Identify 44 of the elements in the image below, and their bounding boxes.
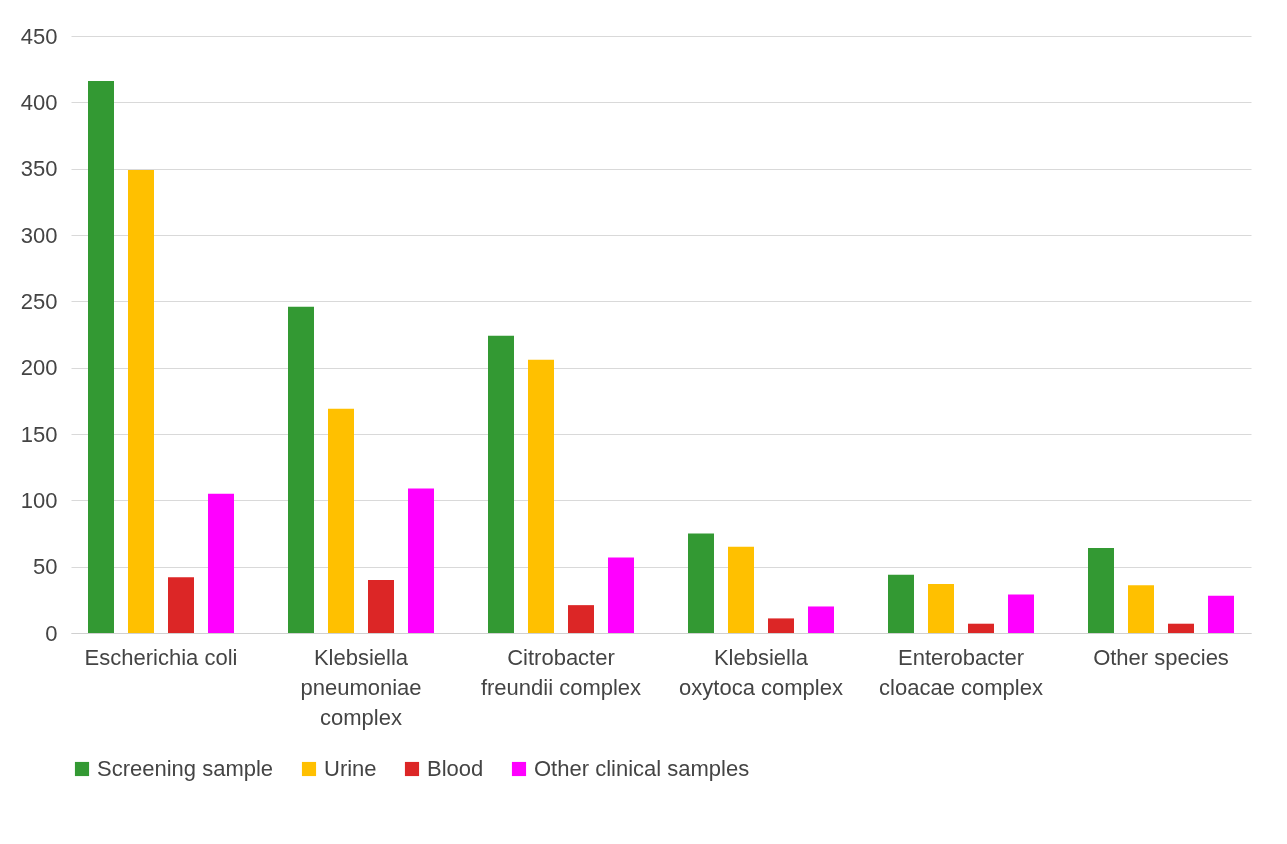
y-tick-label: 150 <box>20 421 58 447</box>
y-tick-label: 400 <box>20 89 58 115</box>
x-tick-label: Other species <box>1093 644 1229 670</box>
y-tick-label: 100 <box>20 487 58 513</box>
y-tick-label: 250 <box>20 288 58 314</box>
bar <box>888 574 914 633</box>
bar <box>288 306 314 633</box>
bar <box>768 618 794 633</box>
legend-label: Urine <box>324 756 377 781</box>
bar <box>1008 594 1034 633</box>
bar <box>568 605 594 633</box>
y-tick-label: 450 <box>20 23 58 49</box>
bar <box>608 557 634 633</box>
y-tick-label: 300 <box>20 222 58 248</box>
legend-label: Blood <box>427 756 484 781</box>
bar <box>168 577 194 633</box>
x-tick-label: Enterobacter cloacae complex <box>879 644 1043 700</box>
x-tick-label: Citrobacter freundii complex <box>480 644 642 700</box>
y-tick-label: 200 <box>20 355 58 381</box>
y-tick-label: 0 <box>45 620 58 646</box>
bar <box>1128 585 1154 633</box>
bar <box>928 583 954 633</box>
bar <box>1208 595 1234 633</box>
bar <box>1168 623 1194 633</box>
legend-label: Screening sample <box>97 756 274 781</box>
x-tick-label: Klebsiella oxytoca complex <box>679 644 843 700</box>
bar <box>968 623 994 633</box>
bar <box>128 169 154 633</box>
bar <box>368 579 394 633</box>
legend-label: Other clinical samples <box>534 756 750 781</box>
bar <box>1088 548 1114 633</box>
bar <box>688 533 714 633</box>
bar <box>488 335 514 633</box>
x-tick-label: Klebsiella pneumoniae complex <box>300 644 422 730</box>
x-tick-label: Escherichia coli <box>84 644 238 670</box>
bar <box>408 488 434 633</box>
bar <box>328 408 354 633</box>
bar <box>208 493 234 633</box>
bar <box>808 606 834 633</box>
bar <box>728 546 754 633</box>
bar <box>528 359 554 633</box>
y-tick-label: 50 <box>33 554 58 580</box>
y-tick-label: 350 <box>20 156 58 182</box>
bar <box>88 81 114 633</box>
